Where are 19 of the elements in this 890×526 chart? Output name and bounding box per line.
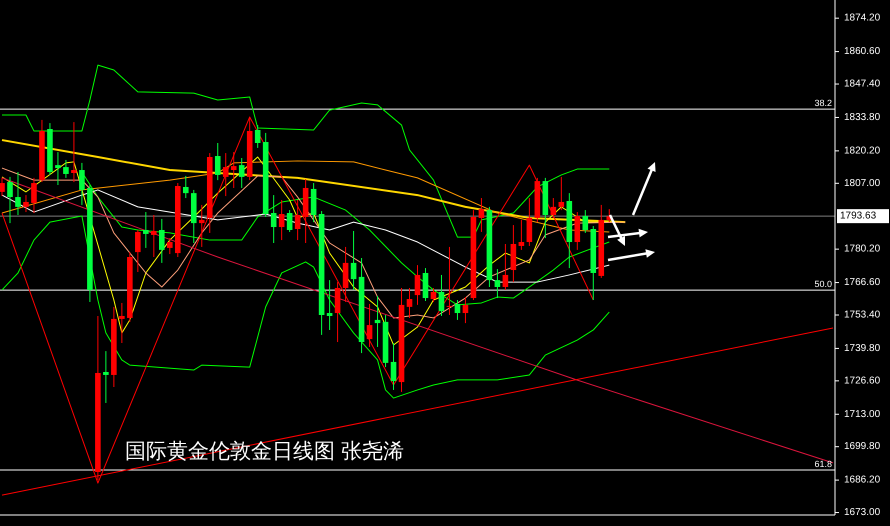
y-tick-label: 1739.80 — [844, 342, 881, 354]
y-tick-label: 1673.00 — [844, 507, 881, 518]
y-tick-label: 1833.80 — [844, 112, 881, 123]
y-tick-label: 1820.20 — [844, 145, 881, 156]
ref-line-label: 1793.63 — [840, 210, 877, 222]
y-tick-label: 1874.20 — [844, 12, 881, 24]
annotation: 50.0 — [814, 279, 832, 290]
y-tick-label: 1766.60 — [844, 277, 881, 288]
annotation: 61.8 — [814, 459, 832, 470]
y-tick-label: 1807.00 — [844, 178, 881, 189]
y-tick-label: 1686.20 — [844, 474, 881, 486]
y-tick-label: 1780.20 — [844, 244, 881, 255]
y-tick-label: 1713.00 — [844, 408, 881, 420]
y-tick-label: 1753.40 — [844, 309, 881, 320]
y-tick-label: 1699.80 — [844, 441, 881, 452]
y-tick-label: 1860.60 — [844, 46, 881, 58]
y-tick-label: 1726.60 — [844, 375, 881, 386]
y-tick-label: 1847.40 — [844, 78, 881, 90]
annotation: 38.2 — [814, 98, 832, 108]
